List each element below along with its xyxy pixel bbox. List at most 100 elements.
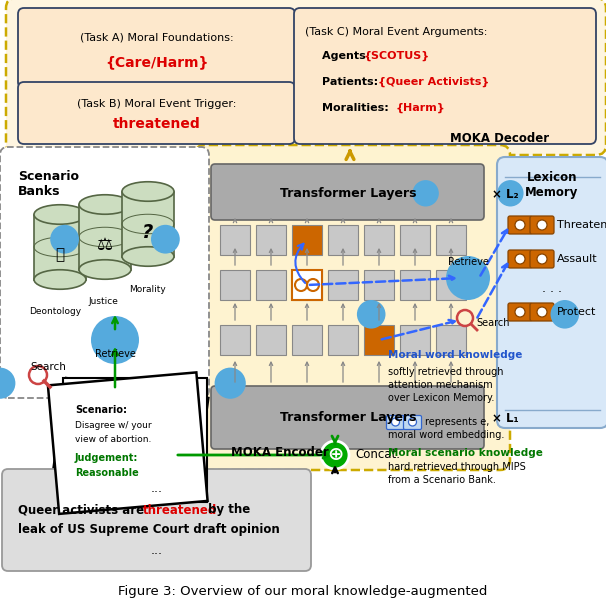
Text: × L₂: × L₂ <box>492 187 519 201</box>
Text: (Task A) Moral Foundations:: (Task A) Moral Foundations: <box>80 33 234 43</box>
FancyBboxPatch shape <box>18 82 295 144</box>
Bar <box>292 270 322 300</box>
Bar <box>364 270 394 300</box>
FancyBboxPatch shape <box>294 8 596 144</box>
FancyBboxPatch shape <box>0 147 209 398</box>
Text: MOKA Decoder: MOKA Decoder <box>450 132 550 144</box>
Circle shape <box>151 225 180 254</box>
Bar <box>328 325 358 355</box>
FancyBboxPatch shape <box>530 216 554 234</box>
FancyBboxPatch shape <box>211 164 484 220</box>
Text: Assault: Assault <box>557 254 598 264</box>
FancyBboxPatch shape <box>34 214 86 280</box>
Text: {Care/Harm}: {Care/Harm} <box>105 55 208 69</box>
Text: Deontology: Deontology <box>29 307 81 316</box>
Text: Reasonable: Reasonable <box>75 468 139 478</box>
Text: ⊕: ⊕ <box>327 446 343 464</box>
FancyBboxPatch shape <box>508 303 532 321</box>
Bar <box>328 270 358 300</box>
Circle shape <box>215 368 246 399</box>
Text: ...: ... <box>151 481 163 495</box>
Text: Transformer Layers: Transformer Layers <box>280 411 416 425</box>
Circle shape <box>408 418 416 426</box>
Text: Disagree w/ your: Disagree w/ your <box>75 420 152 429</box>
Text: Search: Search <box>476 318 510 328</box>
FancyBboxPatch shape <box>63 378 207 502</box>
Ellipse shape <box>79 194 131 214</box>
Bar <box>400 270 430 300</box>
Bar <box>292 225 322 255</box>
Text: (Task C) Moral Event Arguments:: (Task C) Moral Event Arguments: <box>305 27 487 37</box>
Text: Moral scenario knowledge: Moral scenario knowledge <box>388 448 543 458</box>
Circle shape <box>515 307 525 317</box>
FancyBboxPatch shape <box>79 205 131 269</box>
Bar <box>400 225 430 255</box>
Circle shape <box>307 279 319 291</box>
Text: Justice: Justice <box>88 298 118 306</box>
Text: ⚖: ⚖ <box>97 236 113 254</box>
Circle shape <box>446 256 490 300</box>
Bar <box>256 225 286 255</box>
FancyBboxPatch shape <box>48 373 208 514</box>
FancyBboxPatch shape <box>530 250 554 268</box>
Text: {SCOTUS}: {SCOTUS} <box>364 51 430 61</box>
Text: moral word embedding.: moral word embedding. <box>388 430 504 440</box>
Text: Retrieve: Retrieve <box>448 257 488 267</box>
Text: leak of US Supreme Court draft opinion: leak of US Supreme Court draft opinion <box>18 524 280 536</box>
Text: Lexicon
Memory: Lexicon Memory <box>525 171 579 199</box>
Text: Retrieve: Retrieve <box>95 349 135 359</box>
Text: Search: Search <box>30 362 66 372</box>
Text: over Lexicon Memory.: over Lexicon Memory. <box>388 393 494 403</box>
Text: Scenario:: Scenario: <box>75 405 127 415</box>
Bar <box>292 325 322 355</box>
Ellipse shape <box>122 247 174 266</box>
FancyBboxPatch shape <box>6 0 606 155</box>
Circle shape <box>537 254 547 264</box>
Text: Morality: Morality <box>130 286 167 295</box>
Circle shape <box>550 300 579 329</box>
Text: attention mechanism: attention mechanism <box>388 380 493 390</box>
Bar <box>436 270 466 300</box>
Circle shape <box>497 180 524 207</box>
FancyBboxPatch shape <box>508 250 532 268</box>
Bar <box>328 225 358 255</box>
Bar <box>292 270 322 300</box>
Text: Transformer Layers: Transformer Layers <box>280 187 416 201</box>
FancyBboxPatch shape <box>387 416 404 429</box>
Circle shape <box>413 180 439 207</box>
Bar <box>436 325 466 355</box>
Text: Patients:: Patients: <box>322 77 382 87</box>
Bar <box>220 225 250 255</box>
Bar <box>220 325 250 355</box>
Ellipse shape <box>34 205 86 224</box>
Bar <box>364 325 394 355</box>
Bar <box>220 270 250 300</box>
FancyBboxPatch shape <box>508 216 532 234</box>
Circle shape <box>537 220 547 230</box>
Text: ...: ... <box>151 544 163 557</box>
Text: softly retrieved through: softly retrieved through <box>388 367 504 377</box>
Text: Queer activists are: Queer activists are <box>18 504 148 516</box>
Circle shape <box>321 441 349 469</box>
Bar <box>256 270 286 300</box>
Text: {Queer Activists}: {Queer Activists} <box>378 77 490 87</box>
Circle shape <box>515 220 525 230</box>
Text: from a Scenario Bank.: from a Scenario Bank. <box>388 475 496 485</box>
FancyBboxPatch shape <box>18 8 295 88</box>
Circle shape <box>537 307 547 317</box>
Text: {Harm}: {Harm} <box>396 103 446 113</box>
Text: Scenario
Banks: Scenario Banks <box>18 170 79 198</box>
Text: Moralities:: Moralities: <box>322 103 393 113</box>
FancyBboxPatch shape <box>404 416 422 429</box>
Text: view of abortion.: view of abortion. <box>75 435 152 445</box>
Text: Agents:: Agents: <box>322 51 374 61</box>
Text: × L₁: × L₁ <box>492 411 519 425</box>
Text: (Task B) Moral Event Trigger:: (Task B) Moral Event Trigger: <box>78 99 237 109</box>
Circle shape <box>515 254 525 264</box>
Bar <box>256 325 286 355</box>
FancyBboxPatch shape <box>48 378 208 521</box>
Text: 🧍: 🧍 <box>55 248 65 263</box>
FancyBboxPatch shape <box>195 145 510 470</box>
FancyBboxPatch shape <box>122 191 174 257</box>
Bar <box>364 225 394 255</box>
